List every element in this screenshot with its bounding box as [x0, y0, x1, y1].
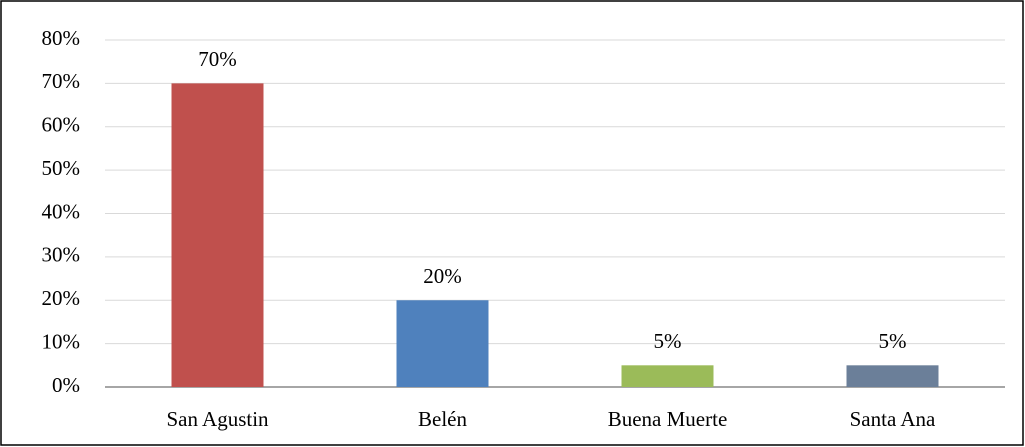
value-label: 20%: [423, 264, 462, 288]
x-tick-label: Santa Ana: [850, 407, 936, 431]
y-tick-label: 0%: [52, 373, 80, 397]
y-tick-label: 70%: [42, 69, 81, 93]
x-tick-label: Belén: [418, 407, 467, 431]
x-tick-label: San Agustin: [166, 407, 269, 431]
y-tick-label: 50%: [42, 156, 81, 180]
x-tick-label: Buena Muerte: [608, 407, 728, 431]
y-tick-label: 40%: [42, 199, 81, 223]
bar: [621, 365, 714, 387]
value-label: 5%: [879, 329, 907, 353]
y-tick-label: 20%: [42, 286, 81, 310]
value-label: 70%: [198, 47, 237, 71]
bar: [171, 83, 264, 387]
bar: [396, 300, 489, 387]
value-label: 5%: [654, 329, 682, 353]
y-tick-label: 80%: [42, 26, 81, 50]
y-tick-label: 60%: [42, 113, 81, 137]
bar: [846, 365, 939, 387]
y-tick-label: 10%: [42, 329, 81, 353]
y-tick-label: 30%: [42, 243, 81, 267]
